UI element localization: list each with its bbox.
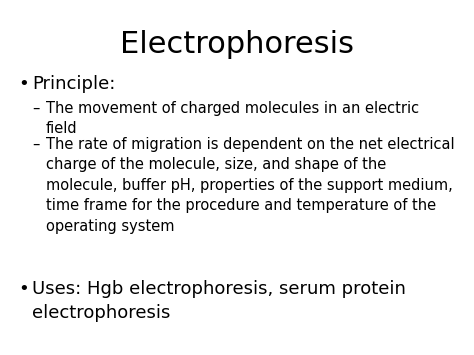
Text: Electrophoresis: Electrophoresis [120, 30, 354, 59]
Text: •: • [18, 280, 29, 298]
Text: –: – [32, 137, 39, 152]
Text: •: • [18, 75, 29, 93]
Text: Principle:: Principle: [32, 75, 115, 93]
Text: –: – [32, 101, 39, 116]
Text: The movement of charged molecules in an electric
field: The movement of charged molecules in an … [46, 101, 419, 136]
Text: The rate of migration is dependent on the net electrical
charge of the molecule,: The rate of migration is dependent on th… [46, 137, 455, 234]
Text: Uses: Hgb electrophoresis, serum protein
electrophoresis: Uses: Hgb electrophoresis, serum protein… [32, 280, 406, 322]
